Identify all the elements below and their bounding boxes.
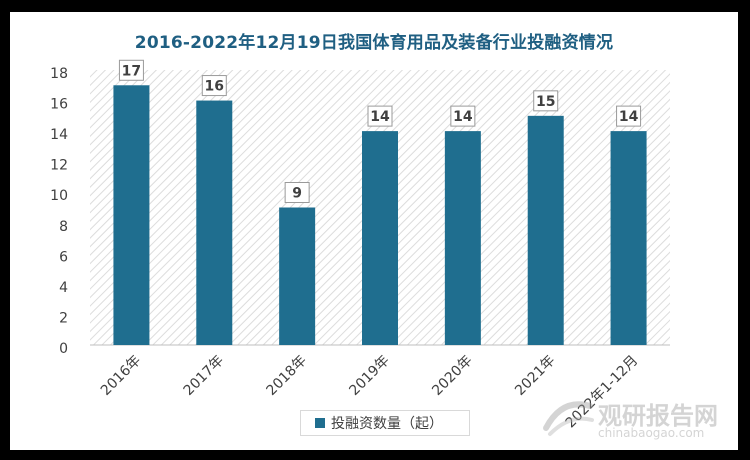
- data-label-box: [616, 105, 642, 127]
- data-label-box: [118, 59, 144, 81]
- chart-card: 2016-2022年12月19日我国体育用品及装备行业投融资情况 0 2 4 6 8 10…: [10, 12, 738, 450]
- data-label-box: [284, 182, 310, 203]
- bar: [279, 207, 316, 345]
- y-tick-label: 16: [50, 97, 68, 113]
- data-label: 14: [453, 109, 473, 125]
- x-tick-label: 2022年1-12月: [563, 353, 642, 432]
- bar: [362, 131, 398, 345]
- chart-legend: 投融资数量（起）: [300, 410, 470, 436]
- data-label: 9: [292, 186, 302, 202]
- bar: [444, 131, 481, 345]
- y-tick-label: 14: [50, 127, 68, 143]
- data-label-box: [450, 105, 476, 127]
- x-tick-label: 2016年: [98, 353, 144, 399]
- bar: [113, 85, 150, 346]
- bar: [196, 100, 233, 345]
- x-tick-label: 2021年: [512, 353, 558, 399]
- data-label-box: [367, 105, 393, 127]
- x-tick-label: 2020年: [429, 353, 475, 399]
- x-tick-label: 2017年: [181, 353, 227, 399]
- data-label-box: [533, 90, 559, 112]
- legend-label: 投融资数量（起）: [331, 416, 443, 432]
- y-tick-label: 8: [59, 219, 68, 235]
- y-tick-label: 4: [59, 280, 68, 296]
- y-tick-label: 6: [59, 249, 68, 265]
- data-label-box: [201, 75, 227, 97]
- x-tick-label: 2018年: [264, 353, 310, 399]
- x-tick-label: 2019年: [346, 353, 392, 399]
- legend-swatch: [315, 418, 325, 428]
- y-tick-label: 0: [59, 341, 68, 357]
- data-label: 15: [536, 94, 555, 110]
- data-label: 17: [122, 63, 141, 79]
- data-label: 16: [205, 79, 224, 95]
- y-tick-label: 12: [50, 158, 68, 174]
- chart-title: 2016-2022年12月19日我国体育用品及装备行业投融资情况: [134, 33, 614, 53]
- y-tick-label: 18: [50, 66, 68, 82]
- bar: [610, 131, 647, 345]
- y-tick-label: 10: [50, 188, 68, 204]
- bar-chart: 0 2 4 6 8 10 12 14 16 18 2016年 2017年 2018年 2019年 2020年…: [50, 59, 670, 432]
- data-label: 14: [370, 109, 390, 125]
- bar: [527, 115, 564, 345]
- y-tick-label: 2: [59, 310, 68, 326]
- data-label: 14: [619, 109, 639, 125]
